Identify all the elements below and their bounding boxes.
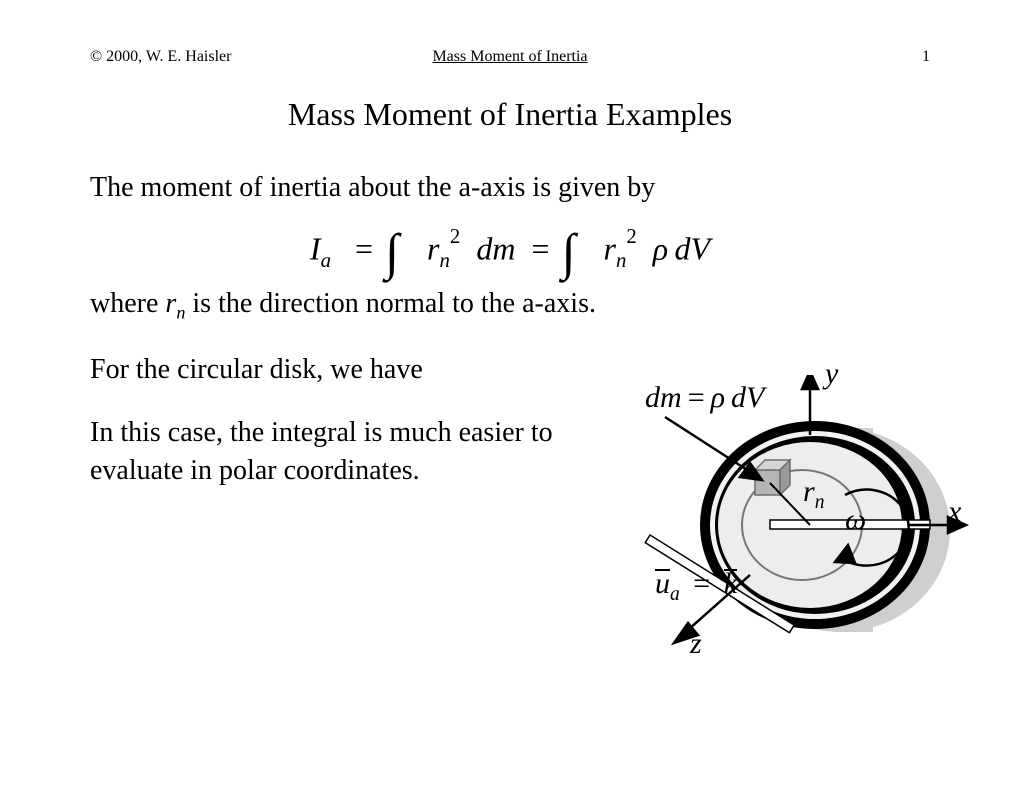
eq-r-1: r bbox=[427, 230, 439, 266]
fig-omega-label: ω bbox=[845, 503, 866, 537]
fig-y-label: y bbox=[825, 357, 838, 391]
eq-r-2: r bbox=[604, 230, 616, 266]
header-title: Mass Moment of Inertia bbox=[370, 48, 650, 66]
eq-dV: dV bbox=[675, 230, 711, 266]
eq-dm: dm bbox=[476, 230, 515, 266]
eq-equals-2: = bbox=[531, 230, 549, 266]
page-title: Mass Moment of Inertia Examples bbox=[90, 96, 930, 133]
eq-sub-n-1: n bbox=[440, 249, 450, 272]
fig-ua-label: ua = k bbox=[655, 567, 737, 606]
eq-sub-a: a bbox=[321, 249, 331, 272]
polar-line: In this case, the integral is much easie… bbox=[90, 414, 560, 490]
fig-x-label: x bbox=[948, 495, 961, 529]
equation-main: Ia = ∫ rn2 dm = ∫ rn2 ρ dV bbox=[90, 225, 930, 273]
intro-line: The moment of inertia about the a-axis i… bbox=[90, 169, 930, 207]
where-line: where rn is the direction normal to the … bbox=[90, 285, 930, 325]
header-copyright: © 2000, W. E. Haisler bbox=[90, 48, 370, 66]
eq-equals-1: = bbox=[355, 230, 373, 266]
disk-svg bbox=[530, 375, 970, 695]
page-header: © 2000, W. E. Haisler Mass Moment of Ine… bbox=[90, 48, 930, 66]
header-page-number: 1 bbox=[650, 48, 930, 66]
integral-icon-2: ∫ bbox=[557, 238, 579, 269]
integral-icon-1: ∫ bbox=[381, 238, 403, 269]
fig-dm-eq: dm = ρ dV bbox=[645, 381, 764, 415]
eq-I: I bbox=[310, 230, 321, 266]
where-pre: where bbox=[90, 288, 165, 319]
fig-rn-label: rn bbox=[803, 475, 824, 514]
circular-disk-line: For the circular disk, we have bbox=[90, 351, 560, 389]
eq-sup-2-2: 2 bbox=[626, 225, 636, 248]
eq-rho: ρ bbox=[653, 230, 668, 266]
fig-z-label: z bbox=[690, 627, 702, 661]
disk-figure: dm = ρ dV y x z rn ω ua = k bbox=[530, 375, 970, 695]
page: © 2000, W. E. Haisler Mass Moment of Ine… bbox=[0, 0, 1020, 788]
where-r: r bbox=[165, 288, 176, 319]
eq-sub-n-2: n bbox=[616, 249, 626, 272]
where-post: is the direction normal to the a-axis. bbox=[185, 288, 596, 319]
eq-sup-2-1: 2 bbox=[450, 225, 460, 248]
